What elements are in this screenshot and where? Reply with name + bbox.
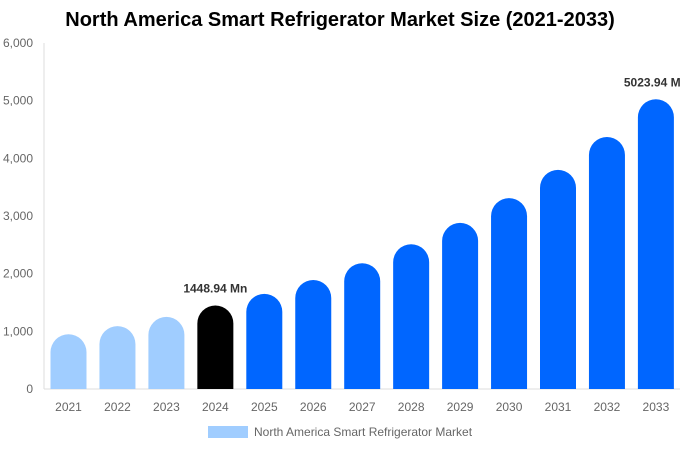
- x-tick-label: 2028: [398, 400, 425, 414]
- bar-2032: [588, 136, 625, 389]
- x-tick-label: 2029: [447, 400, 474, 414]
- y-tick-label: 4,000: [3, 151, 33, 165]
- x-tick-label: 2033: [643, 400, 670, 414]
- bar-2029: [442, 222, 479, 389]
- x-tick-label: 2021: [55, 400, 82, 414]
- bar-2024: [197, 305, 234, 389]
- y-tick-label: 6,000: [3, 36, 33, 50]
- bar-2021: [50, 334, 87, 389]
- bar-2033: [637, 99, 674, 389]
- x-tick-label: 2022: [104, 400, 131, 414]
- y-tick-label: 5,000: [3, 94, 33, 108]
- legend-swatch: [208, 426, 248, 438]
- bar-2028: [393, 244, 430, 389]
- bar-2022: [99, 326, 136, 389]
- x-tick-label: 2026: [300, 400, 327, 414]
- bar-2027: [344, 263, 381, 389]
- legend: North America Smart Refrigerator Market: [208, 425, 472, 439]
- x-tick-label: 2030: [496, 400, 523, 414]
- data-label-2024: 1448.94 Mn: [183, 281, 247, 295]
- x-tick-label: 2025: [251, 400, 278, 414]
- x-tick-label: 2032: [594, 400, 621, 414]
- bar-2030: [491, 198, 528, 389]
- legend-label: North America Smart Refrigerator Market: [254, 425, 473, 439]
- data-label-2033: 5023.94 Mn: [624, 75, 680, 89]
- chart-title: North America Smart Refrigerator Market …: [65, 9, 615, 31]
- bar-2023: [148, 316, 185, 389]
- x-tick-label: 2023: [153, 400, 180, 414]
- x-tick-label: 2024: [202, 400, 229, 414]
- bar-2025: [246, 293, 283, 389]
- y-tick-label: 2,000: [3, 267, 33, 281]
- y-tick-label: 1,000: [3, 324, 33, 338]
- bar-2026: [295, 280, 332, 389]
- y-tick-label: 0: [26, 382, 33, 396]
- x-tick-label: 2027: [349, 400, 376, 414]
- x-tick-label: 2031: [545, 400, 572, 414]
- bar-2031: [540, 169, 576, 389]
- y-tick-label: 3,000: [3, 209, 33, 223]
